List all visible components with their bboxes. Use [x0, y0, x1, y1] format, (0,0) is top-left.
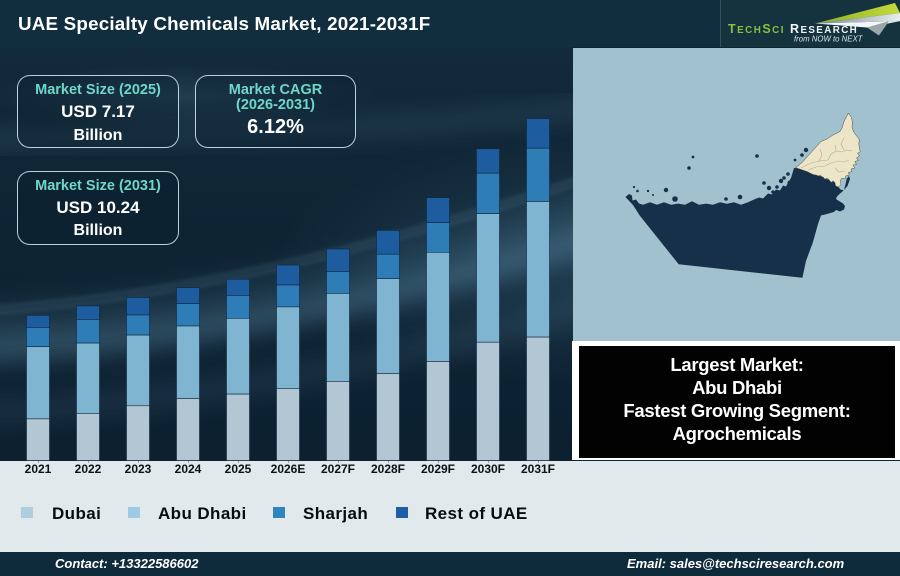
svg-text:RESEARCH: RESEARCH	[790, 22, 858, 36]
svg-text:from NOW to NEXT: from NOW to NEXT	[794, 35, 864, 44]
svg-text:TECHSCI: TECHSCI	[728, 22, 785, 36]
